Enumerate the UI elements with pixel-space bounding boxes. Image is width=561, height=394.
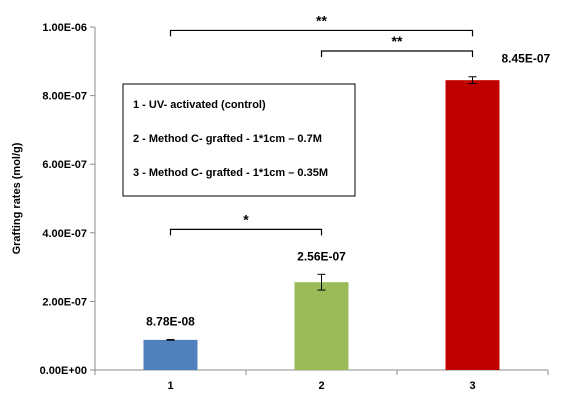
x-tick-label: 3	[469, 380, 475, 392]
y-axis-title: Grafting rates (mol/g)	[11, 142, 23, 254]
legend: 1 - UV- activated (control) 2 - Method C-…	[122, 83, 356, 197]
bar	[294, 282, 349, 370]
y-tick-label: 1.00E-06	[42, 22, 87, 34]
data-label: 8.45E-07	[502, 52, 551, 66]
significance-label: *	[243, 211, 249, 227]
legend-entry: 2 - Method C- grafted - 1*1cm – 0.7M	[133, 133, 322, 145]
significance-bracket	[169, 228, 323, 236]
y-tick-label: 0.00E+00	[40, 365, 87, 377]
significance-brackets: *****	[169, 12, 474, 236]
significance-bracket	[320, 50, 474, 58]
y-tick-label: 2.00E-07	[42, 296, 87, 308]
y-tick-label: 6.00E-07	[42, 159, 87, 171]
legend-entry: 1 - UV- activated (control)	[133, 99, 266, 111]
bars: 8.78E-08 2.56E-07 8.45E-07	[143, 52, 551, 370]
legend-entry: 3 - Method C- grafted - 1*1cm – 0.35M	[133, 167, 328, 179]
axes: 0.00E+00 2.00E-07 4.00E-07 6.00E-07 8.00E-07…	[11, 22, 549, 392]
legend-box	[122, 83, 356, 197]
data-label: 2.56E-07	[297, 249, 346, 263]
x-tick-label: 1	[167, 380, 173, 392]
y-tick-label: 8.00E-07	[42, 91, 87, 103]
bar	[445, 80, 500, 370]
y-tick-label: 4.00E-07	[42, 228, 87, 240]
data-label: 8.78E-08	[146, 315, 195, 329]
significance-label: **	[392, 33, 403, 49]
bar	[143, 339, 198, 370]
significance-bracket	[169, 29, 474, 37]
significance-label: **	[316, 12, 327, 28]
x-tick-label: 2	[318, 380, 324, 392]
